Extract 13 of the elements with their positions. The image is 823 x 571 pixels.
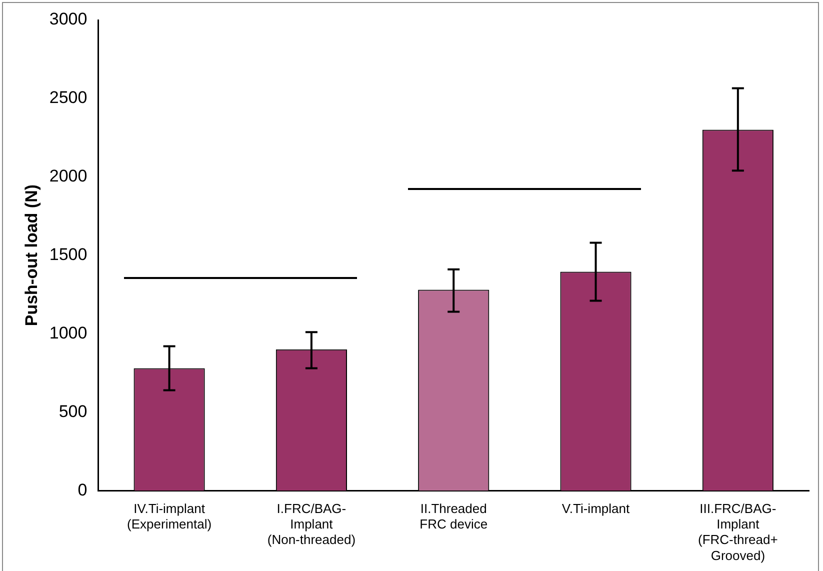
y-tick-label: 3000 <box>49 10 88 29</box>
x-tick-label: IV.Ti-implant (Experimental) <box>127 500 212 532</box>
y-axis-title: Push-out load (N) <box>22 184 41 326</box>
y-tick-label: 0 <box>78 480 88 500</box>
x-tick-label: III.FRC/BAG-Implant (FRC-thread+ Grooved) <box>698 500 778 563</box>
y-tick-label: 2500 <box>49 88 88 108</box>
y-tick-label: 2000 <box>49 166 88 186</box>
y-tick-label: 500 <box>58 402 88 421</box>
y-tick-label: 1000 <box>49 323 88 342</box>
x-tick-label: II.Threaded FRC device <box>420 500 488 532</box>
x-tick-label: V.Ti-implant <box>562 500 630 516</box>
x-tick-label: I.FRC/BAG-Implant (Non-threaded) <box>267 500 356 548</box>
y-tick-label: 1500 <box>49 244 88 264</box>
